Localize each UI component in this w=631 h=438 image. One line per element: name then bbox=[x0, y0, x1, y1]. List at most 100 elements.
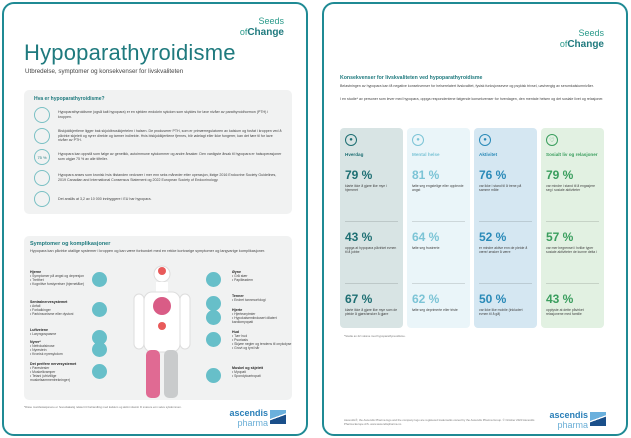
eye-icon bbox=[206, 272, 221, 287]
page-title: Hypoparathyroidisme bbox=[24, 40, 236, 65]
symptom-group-title: Nyrer* bbox=[30, 340, 41, 344]
stat-value: 43 % bbox=[345, 230, 373, 244]
column-3: ♡ Sosialt liv og relasjoner 79 % var mindre… bbox=[541, 128, 604, 328]
symptom-group: Nyrer*NefrokalsinoseNyresteinKronisk nyr… bbox=[30, 340, 92, 360]
study-paragraph: I en studie* av personer som lever med h… bbox=[340, 97, 604, 101]
stat: 57 % var mer begrenset i hvilke typer sos… bbox=[546, 228, 599, 284]
skin-icon bbox=[206, 332, 221, 347]
symptom-group-title: Luftveiene bbox=[30, 328, 48, 332]
what-is-item: Hypoparathyroidisme (også kalt hypopara)… bbox=[34, 107, 282, 123]
stat-label: er mindre aktive enn de pleide å være/ ø… bbox=[479, 246, 528, 255]
stat-label: oppga at hypopara påvirket evnen til å j… bbox=[345, 246, 397, 255]
symptom-item: Skjøre negler og tendens til onykolyse bbox=[232, 342, 294, 346]
seeds-of-change-logo: Seeds ofChange bbox=[559, 28, 604, 50]
ascendis-flag-icon bbox=[270, 410, 286, 424]
legal-text: Ascendis®, the Ascendis Pharma logo and … bbox=[344, 418, 535, 426]
symptom-item: Nyrestein bbox=[30, 348, 92, 352]
symptom-item: Papilleødem bbox=[232, 278, 294, 282]
symptom-group-title: Muskel og skjelett bbox=[232, 366, 263, 370]
ascendis-flag-icon bbox=[590, 412, 606, 426]
what-is-item: Biskjoldkjertlene ligger bak skjoldbrusk… bbox=[34, 128, 282, 144]
stat-label: var ikke like mobile (inkludert evnen ti… bbox=[479, 308, 523, 317]
stat-label: var ikke i stand til å trene på samme må… bbox=[479, 184, 522, 193]
symptom-group-title: Hjerne bbox=[30, 270, 42, 274]
stat-value: 50 % bbox=[479, 292, 507, 306]
symptom-item: Laryngospasme bbox=[30, 332, 92, 336]
symptom-item: Grovt og tynt hår bbox=[232, 346, 294, 350]
stat: 79 % klarte ikke å gjøre like mye i hjemm… bbox=[345, 166, 398, 222]
symptom-group-title: Sentralnervesystemet bbox=[30, 300, 68, 304]
what-is-text: Biskjoldkjertlene ligger bak skjoldbrusk… bbox=[58, 129, 282, 143]
stat: 67 % klarte ikke å gjøre like mye som de … bbox=[345, 290, 398, 346]
symptom-item: Grå stær bbox=[232, 274, 294, 278]
stat: 52 % er mindre aktive enn de pleide å vær… bbox=[479, 228, 532, 284]
stat-label: opplyste at dette påvirket relasjonene m… bbox=[546, 308, 584, 317]
stat-value: 62 % bbox=[412, 292, 440, 306]
stat-label: var mer begrenset i hvilke typer sosiale… bbox=[546, 246, 597, 255]
stat-value: 81 % bbox=[412, 168, 440, 182]
symptom-group: HudTørr hudPsoriasisSkjøre negler og ten… bbox=[232, 330, 294, 354]
symptom-group: SentralnervesystemetAnfallForkalkingerPa… bbox=[30, 300, 92, 320]
consequences-heading: Konsekvenser for livskvaliteten ved hypo… bbox=[340, 75, 483, 81]
column-title: Aktivitet bbox=[479, 152, 498, 157]
column-title: Hverdag bbox=[345, 152, 364, 157]
lungs-icon bbox=[92, 330, 107, 345]
symptom-group: HjerneSymptomer på angst og depresjonTre… bbox=[30, 270, 92, 290]
stat: 79 % var mindre i stand til å engasjere s… bbox=[546, 166, 599, 222]
brain-icon bbox=[92, 272, 107, 287]
column-2: ● Aktivitet 76 % var ikke i stand til å tre… bbox=[474, 128, 537, 328]
calendar-icon bbox=[34, 170, 50, 186]
symptoms-intro: Hypopara kan påvirke utallige systemer i… bbox=[30, 249, 266, 253]
peripheral-nerve-icon bbox=[92, 364, 107, 379]
symptom-item: Hypokalsemiindusert dilatert kardiomyopa… bbox=[232, 316, 294, 324]
what-is-text: Hypoparathyroidisme (også kalt hypopara)… bbox=[58, 110, 269, 119]
symptom-item: Kognitive forstyrrelser (hjernetåke) bbox=[30, 282, 92, 286]
page-2: Seeds ofChange Konsekvenser for livskvali… bbox=[322, 2, 628, 436]
seeds-of-change-logo: Seeds ofChange bbox=[239, 16, 284, 38]
symptom-item: Muskelkramper bbox=[30, 370, 92, 374]
ascendis-pharma-logo: ascendis pharma bbox=[549, 410, 588, 430]
what-is-item: Hypopara anses som kronisk hvis tilstand… bbox=[34, 170, 282, 186]
symptom-item: Parestesier bbox=[30, 366, 92, 370]
stat: 62 % følte seg deprimerte eller triste bbox=[412, 290, 465, 346]
symptom-item: Nefrokalsinose bbox=[30, 344, 92, 348]
symptom-item: Myopati bbox=[232, 370, 294, 374]
what-is-item: Det anslås at 3,2 av 10 000 innbyggere i… bbox=[34, 191, 282, 207]
symptom-item: Psoriasis bbox=[232, 338, 294, 342]
kidneys-icon bbox=[92, 342, 107, 357]
symptom-item: Kronisk nyresykdom bbox=[30, 352, 92, 356]
symptom-group-title: Tenner bbox=[232, 294, 244, 298]
symptom-item: Tørr hud bbox=[232, 334, 294, 338]
symptom-item: Hjertearytmier bbox=[232, 312, 294, 316]
stat: 64 % følte seg frustrerte bbox=[412, 228, 465, 284]
stat-label: følte seg engstelige eller opplevde angs… bbox=[412, 184, 464, 193]
symptom-item: Symptomer på angst og depresjon bbox=[30, 274, 92, 278]
percent-icon: 75 % bbox=[34, 149, 50, 165]
what-is-text: Hypopara kan oppstå som følge av genetik… bbox=[58, 152, 282, 161]
stat-value: 76 % bbox=[479, 168, 507, 182]
stat-value: 43 % bbox=[546, 292, 574, 306]
symptom-group-title: Hjerte bbox=[232, 308, 243, 312]
stat-label: følte seg frustrerte bbox=[412, 246, 440, 250]
stat-value: 67 % bbox=[345, 292, 373, 306]
heart-icon: ♡ bbox=[546, 134, 558, 146]
tooth-icon bbox=[206, 296, 221, 311]
head-icon: ● bbox=[412, 134, 424, 146]
parathyroid-icon bbox=[34, 128, 50, 144]
symptom-group-title: Det perifere nervesystemet bbox=[30, 362, 77, 366]
what-is-text: Det anslås at 3,2 av 10 000 innbyggere i… bbox=[58, 196, 152, 201]
body-illustration-icon bbox=[133, 265, 191, 398]
what-is-heading: Hva er hypoparathyroidisme? bbox=[34, 96, 105, 102]
stat-label: var mindre i stand til å engasjere seg i… bbox=[546, 184, 596, 193]
symptom-item: Parkinsonisme eller dystoni bbox=[30, 312, 92, 316]
stat-value: 52 % bbox=[479, 230, 507, 244]
stat: 76 % var ikke i stand til å trene på samm… bbox=[479, 166, 532, 222]
ascendis-pharma-logo: ascendis pharma bbox=[229, 408, 268, 428]
symptom-item: Forkalkinger bbox=[30, 308, 92, 312]
stat: 43 % opplyste at dette påvirket relasjone… bbox=[546, 290, 599, 346]
footnote: *Disse manifestasjonene er hovedsakelig … bbox=[24, 405, 182, 409]
column-0: ● Hverdag 79 % klarte ikke å gjøre like mye… bbox=[340, 128, 403, 328]
stat-value: 79 % bbox=[546, 168, 574, 182]
population-icon bbox=[34, 191, 50, 207]
page-subtitle: Utbredelse, symptomer og konsekvenser fo… bbox=[25, 68, 184, 75]
